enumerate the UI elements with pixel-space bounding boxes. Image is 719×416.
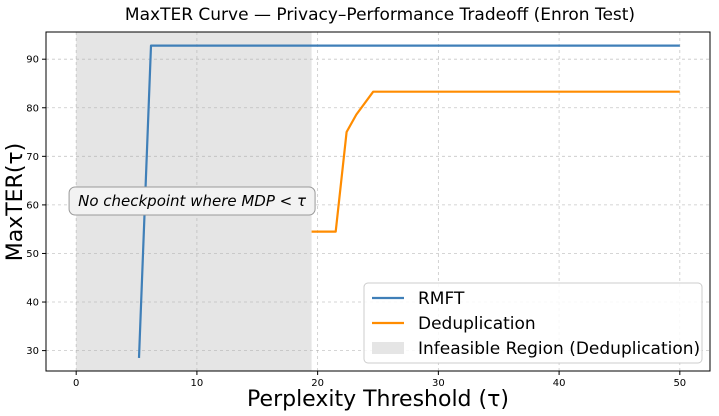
y-tick-label: 70 bbox=[26, 152, 39, 163]
plot-frame bbox=[45, 31, 711, 372]
x-tick-label: 10 bbox=[191, 378, 204, 389]
y-tick-label: 90 bbox=[26, 55, 39, 66]
y-tick-label: 80 bbox=[26, 103, 39, 114]
y-tick-label: 30 bbox=[26, 346, 39, 357]
y-tick-label: 40 bbox=[26, 298, 39, 309]
x-tick-label: 20 bbox=[311, 378, 324, 389]
chart-title: MaxTER Curve — Privacy–Performance Trade… bbox=[125, 5, 635, 25]
y-tick-label: 60 bbox=[26, 200, 39, 211]
x-tick-label: 50 bbox=[673, 378, 686, 389]
y-tick-label: 50 bbox=[26, 249, 39, 260]
legend-label: Infeasible Region (Deduplication) bbox=[418, 339, 700, 359]
series-line-rmft bbox=[137, 44, 680, 358]
x-tick-label: 0 bbox=[73, 378, 79, 389]
annotation-text: No checkpoint where MDP < τ bbox=[78, 192, 307, 210]
x-axis-label: Perplexity Threshold (τ) bbox=[247, 387, 509, 412]
legend-label: RMFT bbox=[418, 289, 465, 309]
y-axis-label: MaxTER(τ) bbox=[3, 143, 28, 262]
annotation-box bbox=[68, 186, 316, 216]
x-tick-label: 40 bbox=[553, 378, 566, 389]
legend-swatch bbox=[372, 342, 404, 354]
series-line-deduplication bbox=[311, 90, 680, 233]
legend-label: Deduplication bbox=[418, 314, 536, 334]
x-tick-label: 30 bbox=[432, 378, 445, 389]
legend bbox=[363, 282, 703, 364]
